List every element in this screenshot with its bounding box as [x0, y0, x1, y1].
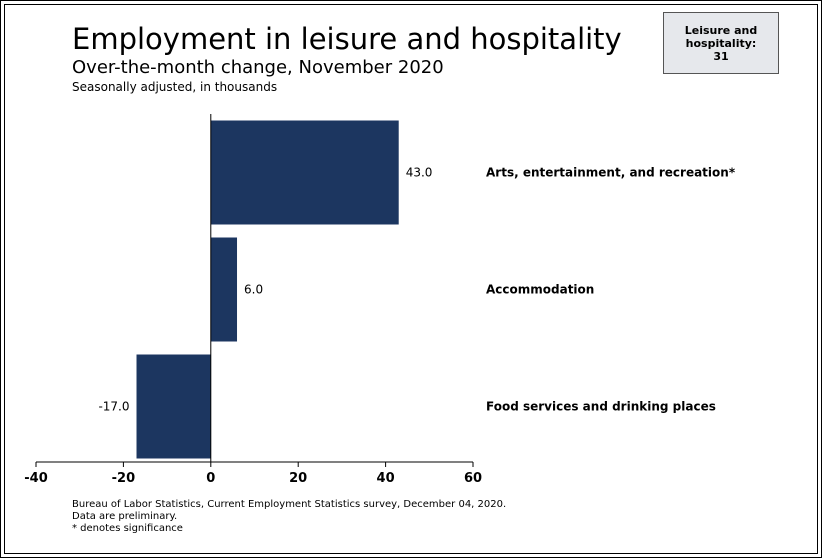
significance-note: * denotes significance	[72, 523, 183, 534]
bar	[136, 354, 211, 459]
category-label: Food services and drinking places	[486, 400, 716, 414]
data-label: 6.0	[244, 283, 263, 297]
total-callout-text: Leisure and hospitality: 31	[684, 23, 758, 63]
bar	[210, 120, 399, 225]
unit-note: Seasonally adjusted, in thousands	[72, 80, 278, 94]
category-label: Accommodation	[486, 283, 594, 297]
total-callout-box: Leisure and hospitality: 31	[663, 12, 779, 74]
source-note: Bureau of Labor Statistics, Current Empl…	[72, 499, 507, 510]
bar	[210, 237, 238, 342]
x-tick-label: -40	[24, 471, 48, 486]
category-label: Arts, entertainment, and recreation*	[486, 166, 736, 180]
chart-title: Employment in leisure and hospitality	[72, 22, 622, 56]
x-tick-label: 20	[289, 471, 307, 486]
x-tick-label: -20	[112, 471, 136, 486]
footer: Bureau of Labor Statistics, Current Empl…	[72, 499, 506, 535]
chart-subtitle: Over-the-month change, November 2020	[72, 57, 444, 78]
x-tick-label: 60	[464, 471, 482, 486]
x-tick-label: 40	[377, 471, 395, 486]
preliminary-note: Data are preliminary.	[72, 511, 178, 522]
inner-frame	[4, 4, 818, 554]
x-tick-label: 0	[206, 471, 215, 486]
data-label: -17.0	[98, 400, 129, 414]
data-label: 43.0	[406, 166, 433, 180]
